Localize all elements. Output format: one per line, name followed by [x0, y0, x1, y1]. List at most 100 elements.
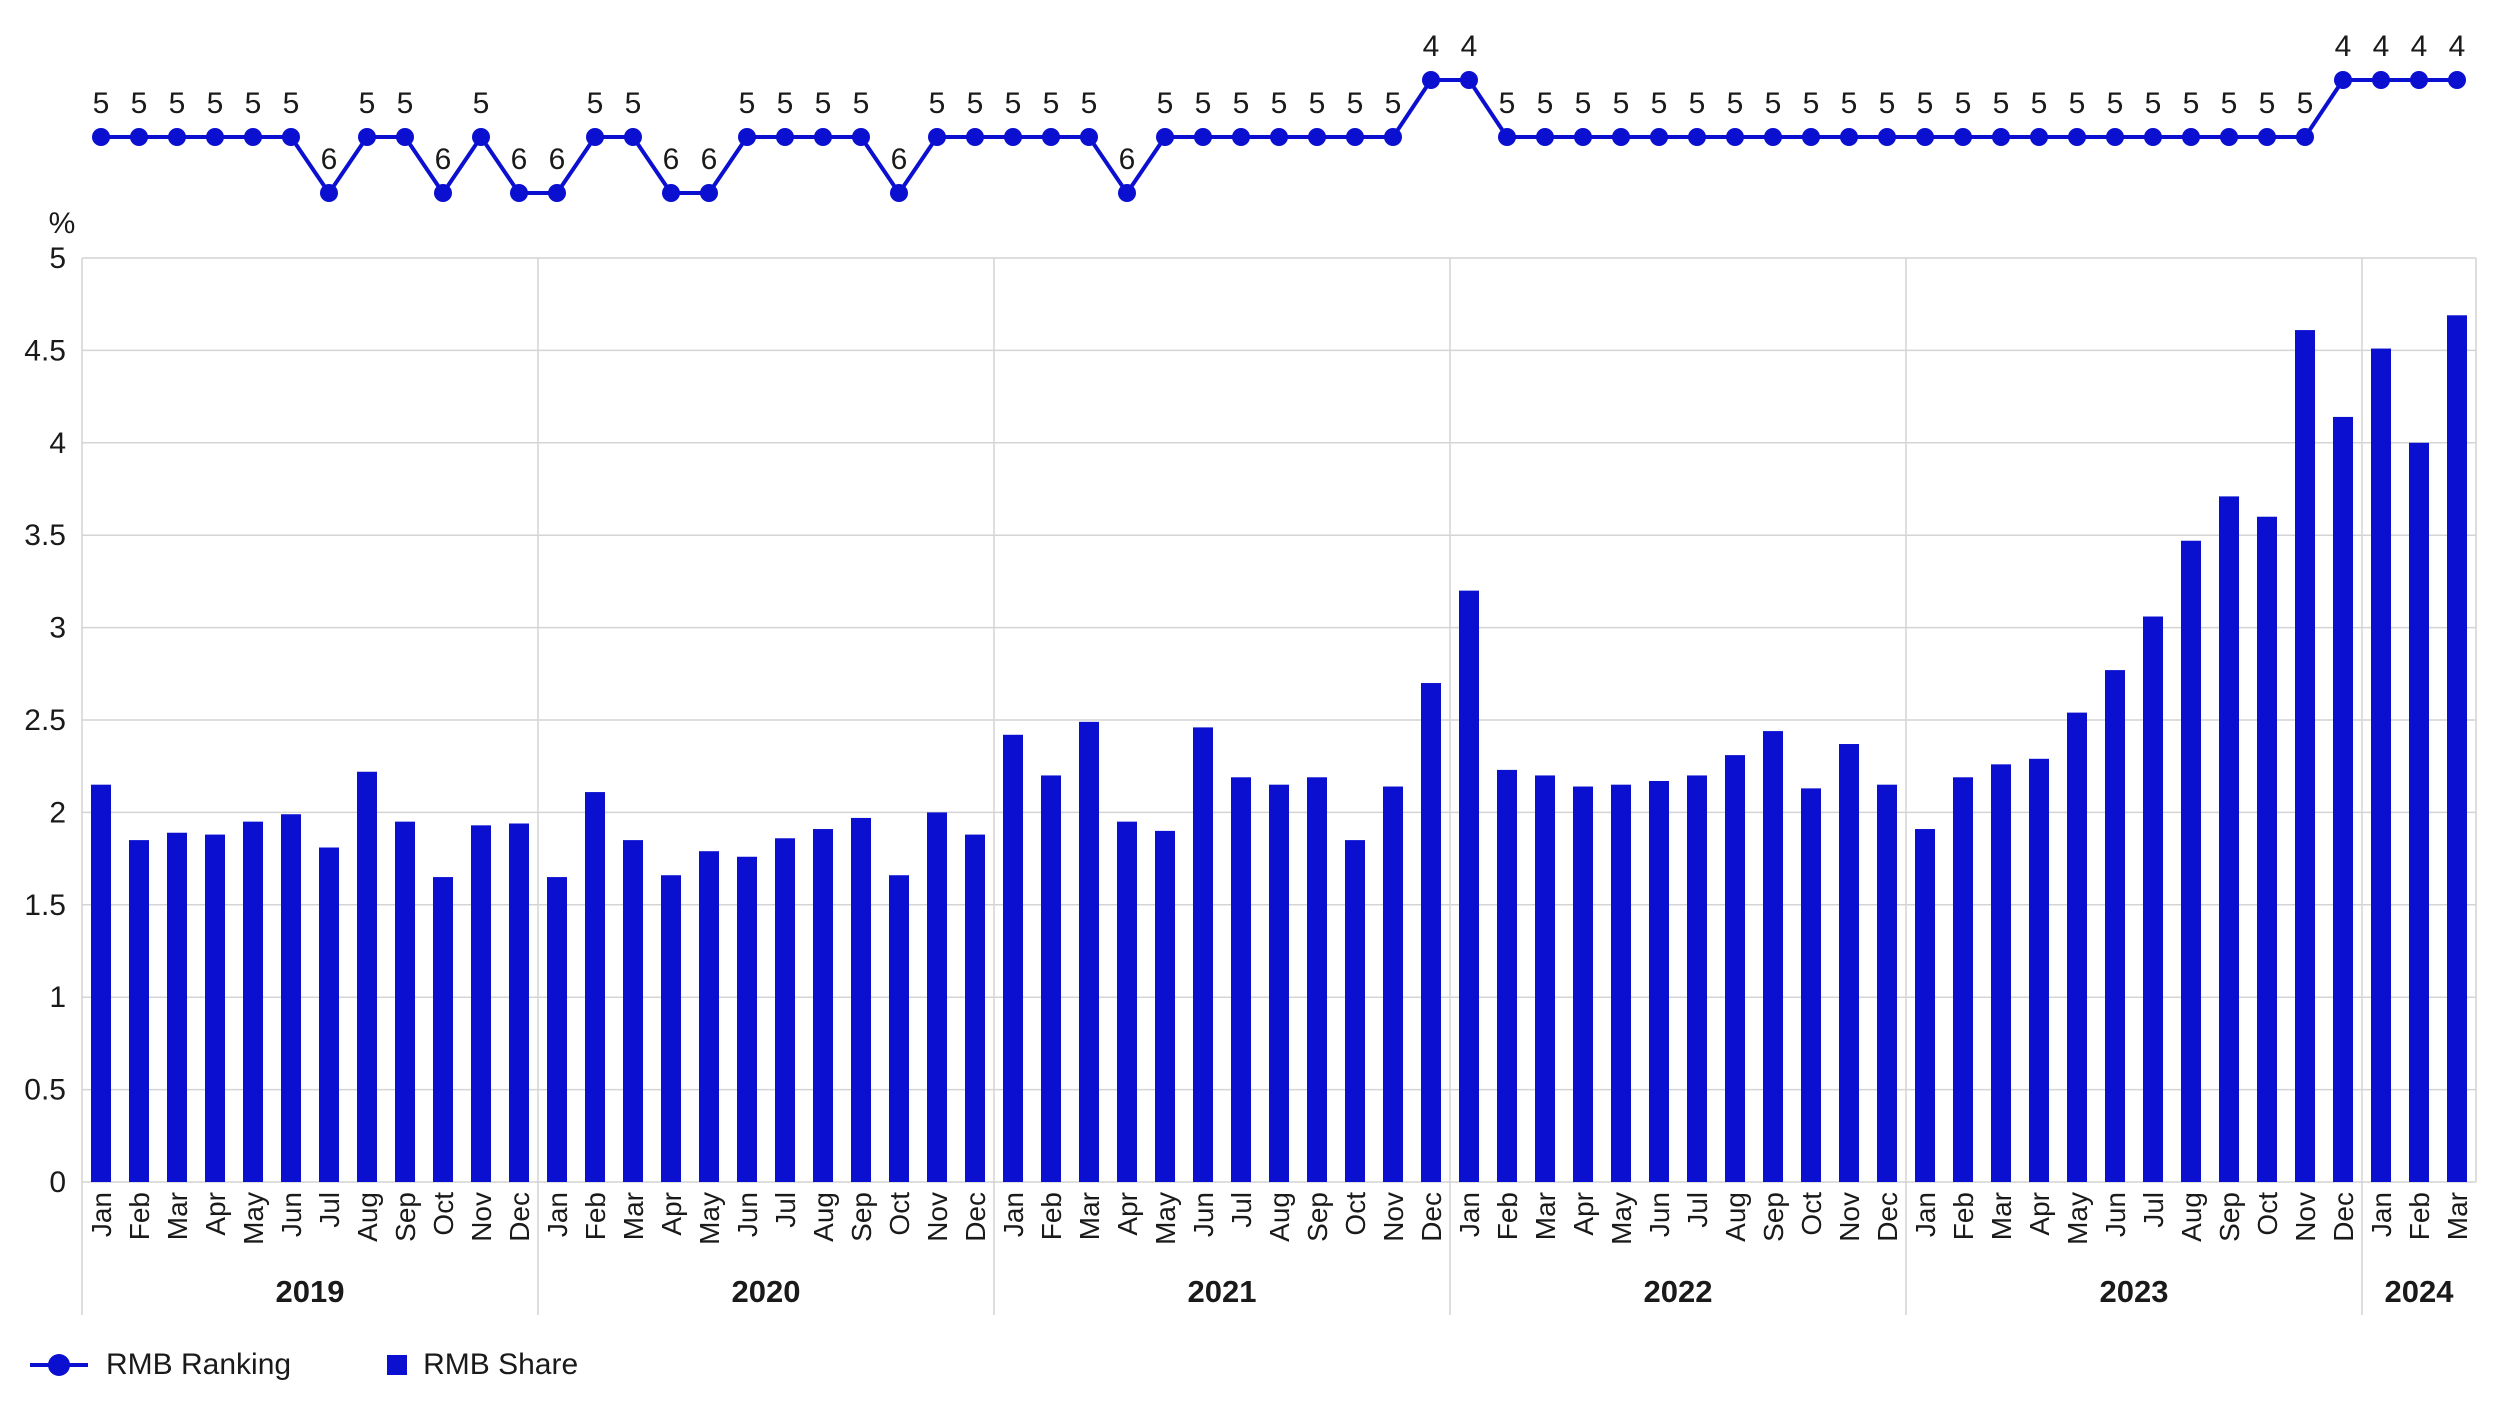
ranking-point	[1042, 128, 1060, 146]
month-label: Feb	[580, 1192, 611, 1240]
ranking-point	[206, 128, 224, 146]
ranking-value-label: 5	[473, 87, 490, 120]
share-bar	[1117, 821, 1137, 1182]
share-bar	[775, 838, 795, 1182]
ranking-value-label: 5	[2183, 87, 2200, 120]
ranking-point	[2182, 128, 2200, 146]
share-bar	[167, 832, 187, 1182]
ranking-value-label: 5	[1955, 87, 1972, 120]
ranking-point	[1156, 128, 1174, 146]
month-label: Mar	[162, 1192, 193, 1240]
share-bar	[319, 847, 339, 1182]
share-bar	[1383, 786, 1403, 1182]
ranking-point	[586, 128, 604, 146]
ranking-point	[1232, 128, 1250, 146]
month-label: Jan	[998, 1192, 1029, 1237]
legend-item-share: RMB Share	[387, 1348, 578, 1382]
share-bar	[357, 771, 377, 1182]
month-label: Jul	[2138, 1192, 2169, 1228]
year-label: 2022	[1644, 1274, 1713, 1309]
share-bar	[1991, 764, 2011, 1182]
ranking-point	[2106, 128, 2124, 146]
ranking-value-label: 5	[1309, 87, 1326, 120]
share-bar	[205, 834, 225, 1182]
share-bar	[1345, 840, 1365, 1182]
share-bar	[395, 821, 415, 1182]
ranking-value-label: 5	[1195, 87, 1212, 120]
ranking-point	[396, 128, 414, 146]
year-label: 2021	[1188, 1274, 1257, 1309]
month-label: Aug	[2176, 1192, 2207, 1242]
share-bar	[927, 812, 947, 1182]
share-bar	[1421, 683, 1441, 1182]
y-tick-label: 0	[49, 1166, 66, 1199]
ranking-point	[510, 184, 528, 202]
y-tick-label: 5	[49, 242, 66, 275]
share-bar	[1801, 788, 1821, 1182]
chart-legend: RMB Ranking RMB Share	[30, 1348, 674, 1382]
ranking-point	[776, 128, 794, 146]
month-label: Nov	[2290, 1192, 2321, 1242]
month-label: Nov	[922, 1192, 953, 1242]
ranking-value-label: 5	[967, 87, 984, 120]
ranking-value-label: 5	[1765, 87, 1782, 120]
share-bar	[1269, 784, 1289, 1182]
month-label: Feb	[124, 1192, 155, 1240]
month-label: Oct	[884, 1192, 915, 1236]
month-label: Apr	[656, 1192, 687, 1236]
month-label: Jan	[1454, 1192, 1485, 1237]
month-label: Aug	[1264, 1192, 1295, 1242]
month-label: Dec	[504, 1192, 535, 1242]
share-bar	[1763, 731, 1783, 1182]
ranking-point	[168, 128, 186, 146]
ranking-point	[130, 128, 148, 146]
share-bar	[2257, 516, 2277, 1182]
ranking-value-label: 5	[2221, 87, 2238, 120]
ranking-value-label: 5	[93, 87, 110, 120]
ranking-point	[1118, 184, 1136, 202]
month-label: Jan	[542, 1192, 573, 1237]
month-label: Apr	[200, 1192, 231, 1236]
share-bar	[1459, 590, 1479, 1182]
ranking-point	[1954, 128, 1972, 146]
month-label: Apr	[1568, 1192, 1599, 1236]
share-bar	[2029, 758, 2049, 1182]
ranking-value-label: 4	[2449, 30, 2466, 63]
ranking-point	[1422, 71, 1440, 89]
month-label: May	[1606, 1192, 1637, 1245]
ranking-point	[1004, 128, 1022, 146]
ranking-value-label: 6	[663, 143, 680, 176]
ranking-value-label: 5	[815, 87, 832, 120]
ranking-point	[1308, 128, 1326, 146]
share-bar	[965, 834, 985, 1182]
ranking-value-label: 5	[359, 87, 376, 120]
month-label: Mar	[1074, 1192, 1105, 1240]
ranking-value-label: 5	[1271, 87, 1288, 120]
month-label: Sep	[2214, 1192, 2245, 1242]
share-bar	[1155, 830, 1175, 1182]
month-label: Jul	[770, 1192, 801, 1228]
share-bar	[1611, 784, 1631, 1182]
y-tick-label: 2	[49, 796, 66, 829]
ranking-point	[472, 128, 490, 146]
y-axis-unit-label: %	[49, 207, 76, 240]
ranking-value-label: 5	[397, 87, 414, 120]
ranking-value-label: 4	[2335, 30, 2352, 63]
month-label: Jun	[276, 1192, 307, 1237]
legend-bar-square-icon	[387, 1355, 408, 1375]
ranking-value-label: 5	[2259, 87, 2276, 120]
y-tick-label: 3.5	[24, 519, 66, 552]
share-bar	[1953, 777, 1973, 1182]
y-tick-label: 1	[49, 981, 66, 1014]
ranking-point	[1346, 128, 1364, 146]
share-bar	[1497, 769, 1517, 1182]
share-bar	[1725, 755, 1745, 1182]
share-bar	[1193, 727, 1213, 1182]
ranking-value-label: 5	[1841, 87, 1858, 120]
month-label: Oct	[1796, 1192, 1827, 1236]
share-bar	[661, 875, 681, 1182]
month-label: May	[694, 1192, 725, 1245]
share-bar	[2181, 540, 2201, 1182]
